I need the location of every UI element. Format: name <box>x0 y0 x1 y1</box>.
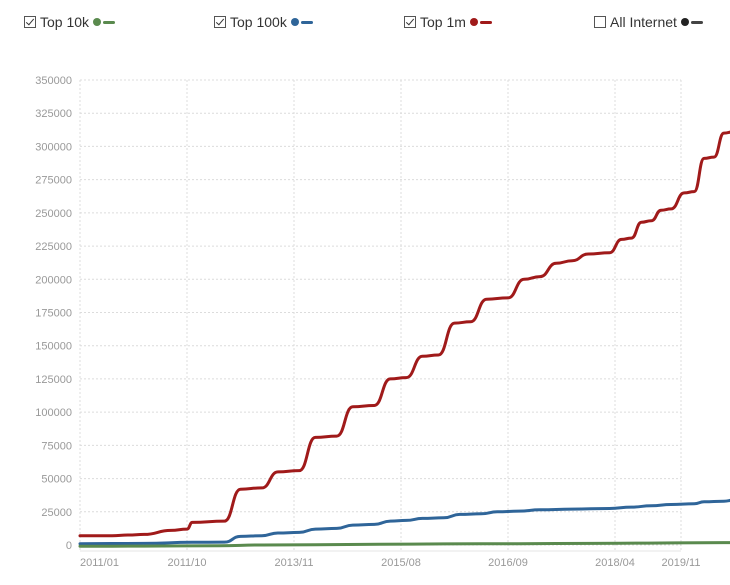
x-tick-label: 2016/09 <box>488 557 528 569</box>
y-tick-label: 75000 <box>41 440 72 452</box>
marker-line <box>103 20 116 24</box>
y-tick-label: 200000 <box>35 274 72 286</box>
series-line-top-10k <box>78 541 730 548</box>
series-line-top-100k <box>78 498 730 546</box>
y-tick-label: 300000 <box>35 141 72 153</box>
checkbox-top-100k[interactable] <box>214 16 226 28</box>
legend-item-top-1m[interactable]: Top 1m <box>404 12 492 32</box>
y-tick-label: 125000 <box>35 374 72 386</box>
legend-label-all-internet: All Internet <box>610 14 677 30</box>
y-tick-label: 175000 <box>35 308 72 320</box>
y-tick-label: 350000 <box>35 75 72 87</box>
y-axis-ticks: 0 25000 50000 75000 100000 125000 150000 175000… <box>35 75 72 552</box>
marker-dot <box>93 18 102 26</box>
y-tick-label: 275000 <box>35 175 72 187</box>
marker-line <box>479 20 492 24</box>
legend-item-all-internet[interactable]: All Internet <box>594 12 703 32</box>
series-line-top-1m <box>78 130 730 538</box>
x-tick-label: 2011/10 <box>168 557 207 569</box>
y-tick-label: 150000 <box>35 341 72 353</box>
checkbox-top-10k[interactable] <box>24 16 36 28</box>
legend-item-top-10k[interactable]: Top 10k <box>24 12 116 32</box>
marker-dot <box>469 18 478 26</box>
y-tick-label: 0 <box>66 540 72 552</box>
x-tick-label: 2013/11 <box>275 557 314 569</box>
series-marker-top-1m-icon <box>469 18 492 26</box>
x-axis-ticks: 2011/01 2011/10 2013/11 2015/08 2016/09 2018/… <box>80 557 700 569</box>
y-tick-label: 100000 <box>35 407 72 419</box>
legend-label-top-100k: Top 100k <box>230 14 287 30</box>
x-tick-label: 2011/01 <box>80 557 119 569</box>
y-tick-label: 250000 <box>35 208 72 220</box>
checkbox-all-internet[interactable] <box>594 16 606 28</box>
y-tick-label: 50000 <box>41 474 72 486</box>
chart-legend: Top 10k Top 100k Top 1m All Internet <box>0 0 730 44</box>
x-tick-label: 2015/08 <box>381 557 421 569</box>
x-tick-label: 2019/11 <box>662 557 701 569</box>
marker-line <box>300 20 313 24</box>
marker-dot <box>290 18 299 26</box>
x-tick-label: 2018/04 <box>595 557 635 569</box>
y-tick-label: 225000 <box>35 241 72 253</box>
checkbox-top-1m[interactable] <box>404 16 416 28</box>
series-marker-top-100k-icon <box>290 18 313 26</box>
legend-label-top-10k: Top 10k <box>40 14 90 30</box>
legend-item-top-100k[interactable]: Top 100k <box>214 12 313 32</box>
chart-series <box>78 130 730 548</box>
series-marker-top-10k-icon <box>93 18 116 26</box>
y-tick-label: 325000 <box>35 108 72 120</box>
marker-dot <box>680 18 689 26</box>
legend-label-top-1m: Top 1m <box>420 14 466 30</box>
series-marker-all-internet-icon <box>680 18 703 26</box>
y-tick-label: 25000 <box>41 507 72 519</box>
chart-grid <box>79 79 682 552</box>
marker-line <box>690 20 703 24</box>
